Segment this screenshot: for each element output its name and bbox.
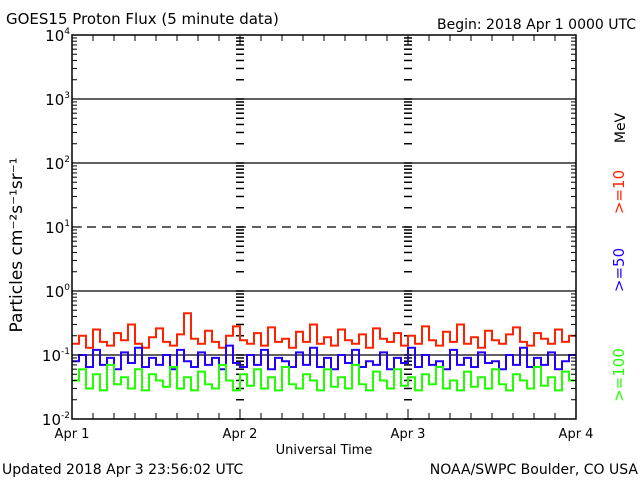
- y-tick-label: 104: [45, 27, 70, 45]
- legend-label: >=10: [610, 170, 628, 214]
- y-tick-label: 100: [45, 283, 70, 301]
- footer-updated: Updated 2018 Apr 3 23:56:02 UTC: [2, 462, 243, 478]
- legend: >=10 >=50 >=100: [610, 170, 628, 402]
- unit-label-mev: MeV: [613, 112, 629, 143]
- chart-title: GOES15 Proton Flux (5 minute data): [6, 10, 279, 28]
- x-tick-label: Apr 4: [559, 427, 594, 442]
- series-line-2: [72, 363, 576, 392]
- x-tick-label: Apr 1: [55, 427, 90, 442]
- legend-label: >=50: [610, 248, 628, 292]
- series-line-1: [72, 344, 576, 371]
- footer-credit: NOAA/SWPC Boulder, CO USA: [430, 462, 639, 478]
- y-tick-label: 102: [45, 155, 70, 173]
- y-tick-label: 10-1: [42, 347, 70, 365]
- series-group: [72, 312, 576, 392]
- grid: [72, 37, 576, 420]
- y-tick-label: 103: [45, 91, 70, 109]
- y-tick-label: 101: [45, 219, 70, 237]
- x-axis-label: Universal Time: [276, 443, 373, 458]
- y-tick-label: 10-2: [42, 411, 70, 429]
- x-tick-label: Apr 3: [391, 427, 426, 442]
- series-line-0: [72, 312, 576, 349]
- legend-label: >=100: [610, 348, 628, 402]
- x-tick-label: Apr 2: [223, 427, 258, 442]
- axes: 10-2 10-1 100 101 102 103 104 Apr 1 Apr 2 Apr 3 Ap…: [42, 27, 594, 442]
- y-axis-label: Particles cm⁻²s⁻¹sr⁻¹: [7, 157, 27, 332]
- chart-begin-label: Begin: 2018 Apr 1 0000 UTC: [437, 17, 636, 33]
